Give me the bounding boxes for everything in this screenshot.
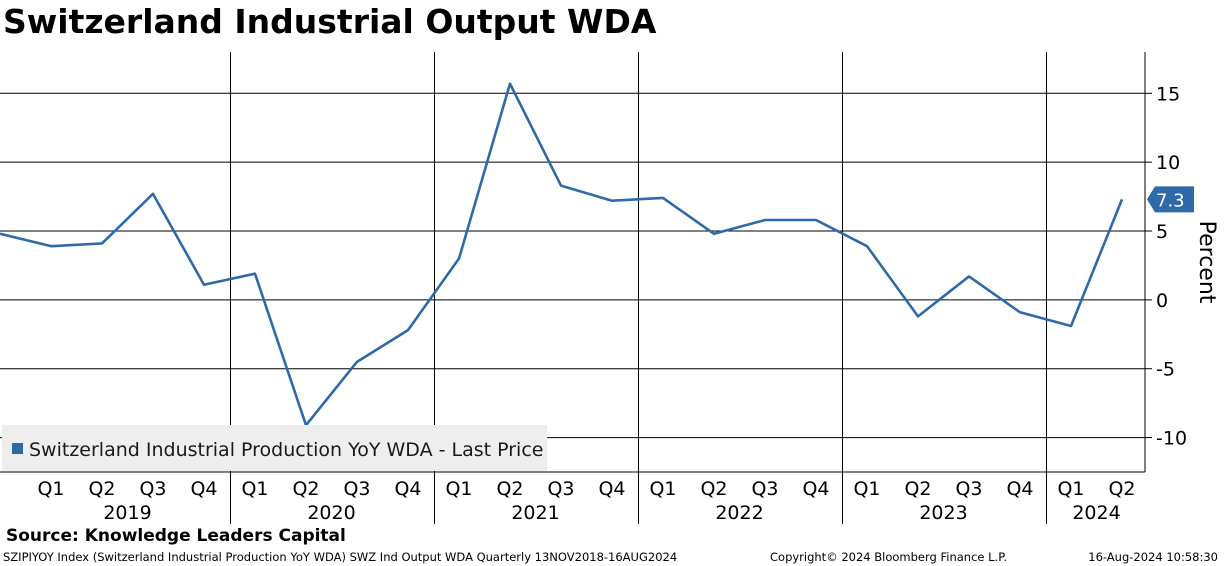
legend: Switzerland Industrial Production YoY WD… (2, 425, 547, 471)
x-tick-label: Q1 (1057, 478, 1084, 500)
y-tick-label: 10 (1156, 152, 1180, 174)
last-value-badge (1147, 186, 1194, 213)
y-tick-label: -10 (1156, 428, 1187, 450)
x-tick-label: Q1 (37, 478, 64, 500)
legend-background (2, 425, 547, 471)
year-label: 2024 (1072, 502, 1120, 524)
y-axis-label: Percent (1194, 221, 1219, 304)
x-tick-label: Q4 (394, 478, 421, 500)
x-tick-label: Q1 (853, 478, 880, 500)
x-tick-label: Q2 (904, 478, 931, 500)
legend-label: Switzerland Industrial Production YoY WD… (29, 439, 543, 461)
x-tick-label: Q4 (190, 478, 217, 500)
y-tick-label: 15 (1156, 83, 1180, 105)
legend-swatch (12, 443, 23, 454)
x-tick-label: Q3 (547, 478, 574, 500)
source-note: Source: Knowledge Leaders Capital (6, 526, 346, 546)
last-value-marker: 7.3 (1147, 186, 1194, 213)
x-tick-label: Q2 (292, 478, 319, 500)
year-label: 2020 (307, 502, 355, 524)
series-group (0, 82, 1124, 427)
x-tick-label: Q2 (1108, 478, 1135, 500)
footer-timestamp: 16-Aug-2024 10:58:30 (1088, 550, 1218, 564)
x-tick-label: Q3 (139, 478, 166, 500)
y-tick-label: 5 (1156, 221, 1168, 243)
x-tick-label: Q4 (1006, 478, 1033, 500)
x-tick-label: Q3 (955, 478, 982, 500)
series-line (0, 82, 1124, 427)
x-tick-label: Q3 (751, 478, 778, 500)
x-tick-label: Q3 (343, 478, 370, 500)
chart-title: Switzerland Industrial Output WDA (3, 2, 657, 41)
x-tick-label: Q2 (700, 478, 727, 500)
y-tick-label: -5 (1156, 359, 1175, 381)
x-tick-label: Q1 (241, 478, 268, 500)
x-tick-label: Q1 (445, 478, 472, 500)
footer-copyright: Copyright© 2024 Bloomberg Finance L.P. (770, 550, 1007, 564)
last-value-label: 7.3 (1156, 190, 1185, 211)
year-label: 2023 (919, 502, 967, 524)
x-tick-label: Q1 (649, 478, 676, 500)
y-tick-label: 0 (1156, 290, 1168, 312)
year-label: 2019 (103, 502, 151, 524)
footer-index-info: SZIPIYOY Index (Switzerland Industrial P… (3, 550, 678, 564)
x-tick-label: Q2 (88, 478, 115, 500)
year-label: 2022 (715, 502, 763, 524)
x-tick-label: Q4 (802, 478, 829, 500)
axes: 15 10 5 0 -5 -10 Q1 Q2 Q3 Q4 Q1 Q2 Q3 Q4 Q1 Q2 Q3 Q4 Q1 Q2 Q… (0, 52, 1187, 524)
x-tick-label: Q4 (598, 478, 625, 500)
grid-lines (0, 52, 1145, 524)
x-tick-label: Q2 (496, 478, 523, 500)
year-label: 2021 (511, 502, 559, 524)
